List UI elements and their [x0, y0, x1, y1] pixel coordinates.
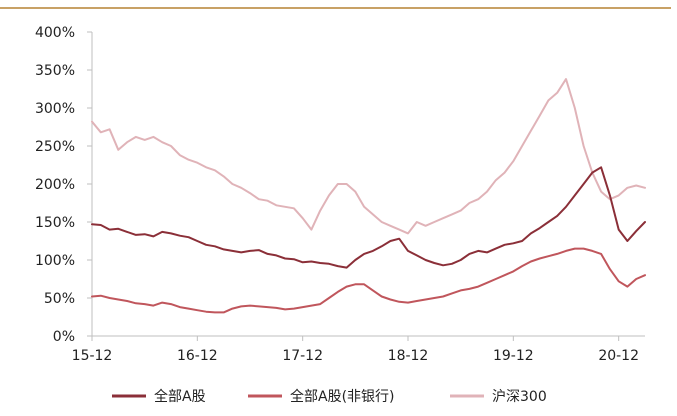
- x-tick-label: 18-12: [388, 348, 429, 364]
- x-axis: 15-12 16-12 17-12 18-12 19-12 20-12: [72, 336, 645, 364]
- legend: 全部A股 全部A股(非银行) 沪深300: [112, 388, 547, 405]
- legend-label-1: 全部A股(非银行): [290, 388, 395, 405]
- series-lines: [92, 79, 645, 312]
- x-tick-label: 16-12: [177, 348, 218, 364]
- x-tick-label: 20-12: [598, 348, 639, 364]
- y-tick-label: 200%: [35, 177, 75, 193]
- y-tick-label: 350%: [35, 63, 75, 79]
- y-tick-label: 0%: [53, 329, 75, 345]
- x-tick-label: 17-12: [282, 348, 323, 364]
- y-tick-label: 400%: [35, 25, 75, 41]
- x-tick-label: 19-12: [493, 348, 534, 364]
- legend-label-2: 沪深300: [492, 389, 547, 405]
- series-line-1: [92, 249, 645, 313]
- y-axis: 0% 50% 100% 150% 200% 250% 300% 350% 400%: [35, 25, 92, 345]
- y-tick-label: 100%: [35, 253, 75, 269]
- x-tick-label: 15-12: [72, 348, 113, 364]
- y-tick-label: 50%: [44, 291, 75, 307]
- y-tick-label: 300%: [35, 101, 75, 117]
- y-tick-label: 250%: [35, 139, 75, 155]
- legend-label-0: 全部A股: [154, 388, 206, 405]
- y-tick-label: 150%: [35, 215, 75, 231]
